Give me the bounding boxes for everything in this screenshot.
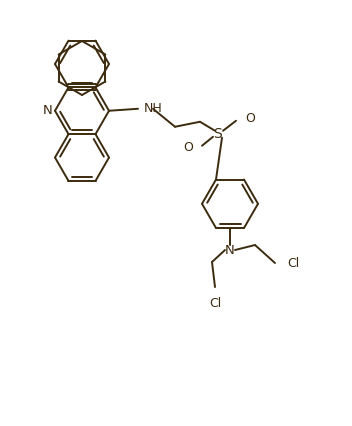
Text: N: N xyxy=(42,104,52,117)
Text: O: O xyxy=(245,112,255,125)
Text: Cl: Cl xyxy=(287,256,299,270)
Text: Cl: Cl xyxy=(209,297,221,310)
Text: N: N xyxy=(225,244,235,256)
Text: S: S xyxy=(214,127,222,141)
Text: NH: NH xyxy=(144,102,163,115)
Text: O: O xyxy=(183,141,193,154)
